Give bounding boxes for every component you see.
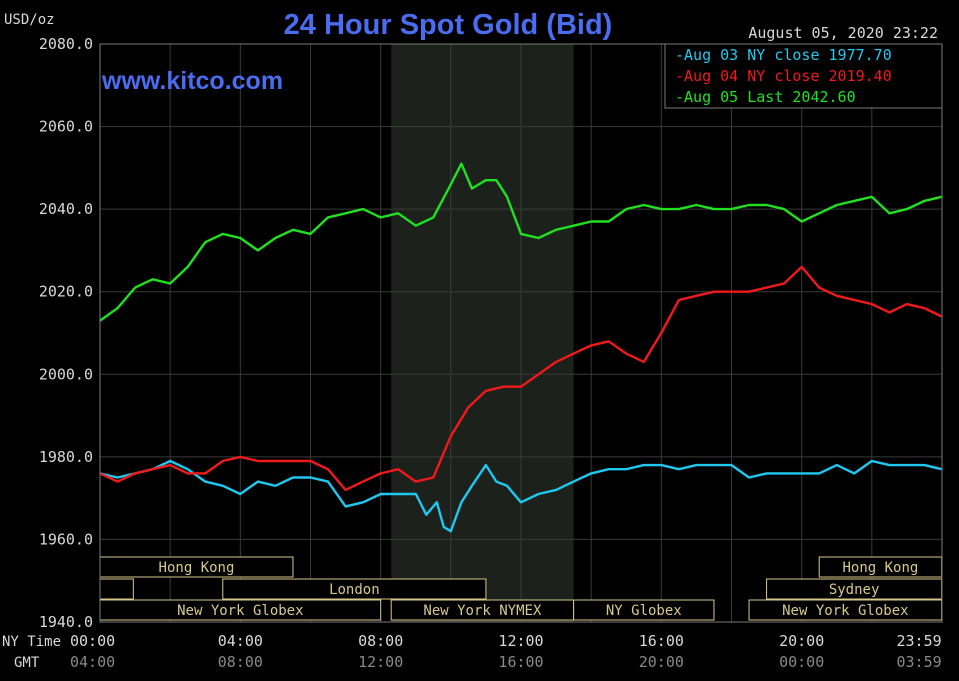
session-label: London (329, 582, 380, 598)
series-line-2 (99, 265, 943, 492)
session-label: Hong Kong (159, 560, 235, 576)
y-axis-unit-label: USD/oz (4, 12, 55, 28)
y-tick-label: 2020.0 (39, 283, 93, 301)
x-tick-label-gmt: 00:00 (779, 653, 824, 671)
x-tick-label-ny: 04:00 (218, 632, 263, 650)
x-tick-label-gmt: 20:00 (639, 653, 684, 671)
ny-time-axis-label: NY Time (2, 634, 61, 650)
session-label: Hong Kong (842, 560, 918, 576)
legend: -Aug 03 NY close 1977.70 -Aug 04 NY close… (675, 46, 892, 106)
series-lines (99, 162, 943, 533)
x-axis-ticks: 00:00 04:00 04:00 08:00 08:00 12:00 12:00 16:00… (70, 632, 942, 671)
x-tick-label-gmt: 16:00 (498, 653, 543, 671)
plot-frame (99, 43, 943, 623)
session-label: New York Globex (782, 603, 908, 619)
legend-entry: -Aug 04 NY close 2019.40 (675, 67, 892, 85)
timestamp: August 05, 2020 23:22 (748, 24, 938, 42)
nymex-shade (391, 44, 574, 622)
source-url: www.kitco.com (101, 67, 283, 95)
x-tick-label-ny: 16:00 (639, 632, 684, 650)
x-tick-label-ny: 23:59 (896, 632, 941, 650)
x-tick-label-gmt: 04:00 (70, 653, 115, 671)
trading-sessions: Hong Kong Hong Kong London Sydney New York G… (99, 556, 943, 621)
y-tick-label: 1960.0 (39, 530, 93, 548)
y-tick-label: 2040.0 (39, 200, 93, 218)
legend-entry: -Aug 05 Last 2042.60 (675, 88, 856, 106)
y-tick-label: 1980.0 (39, 448, 93, 466)
grid (99, 43, 943, 623)
session-label: New York NYMEX (423, 603, 542, 619)
x-tick-label-gmt: 12:00 (358, 653, 403, 671)
x-tick-label-ny: 08:00 (358, 632, 403, 650)
x-tick-label-ny: 20:00 (779, 632, 824, 650)
session-label: NY Globex (606, 603, 682, 619)
y-axis-ticks: 2080.0 2060.0 2040.0 2020.0 2000.0 1980.0 1960… (39, 35, 93, 631)
series-line-3 (99, 162, 942, 322)
nymex-shade-rect (391, 44, 574, 622)
x-tick-label-ny: 00:00 (70, 632, 115, 650)
x-tick-label-gmt: 08:00 (218, 653, 263, 671)
legend-box (664, 43, 943, 109)
y-tick-label: 2060.0 (39, 118, 93, 136)
series-line-1 (99, 459, 942, 533)
session-label: Sydney (829, 582, 880, 598)
legend-entry: -Aug 03 NY close 1977.70 (675, 46, 892, 64)
y-tick-label: 2080.0 (39, 35, 93, 53)
session-box (99, 578, 134, 600)
session-label: New York Globex (177, 603, 303, 619)
session-box (222, 578, 487, 600)
y-tick-label: 1940.0 (39, 613, 93, 631)
x-tick-label-ny: 12:00 (498, 632, 543, 650)
x-tick-label-gmt: 03:59 (896, 653, 941, 671)
session-box (573, 599, 715, 621)
y-tick-label: 2000.0 (39, 365, 93, 383)
chart-title: 24 Hour Spot Gold (Bid) (284, 9, 613, 41)
gmt-axis-label: GMT (14, 655, 40, 671)
